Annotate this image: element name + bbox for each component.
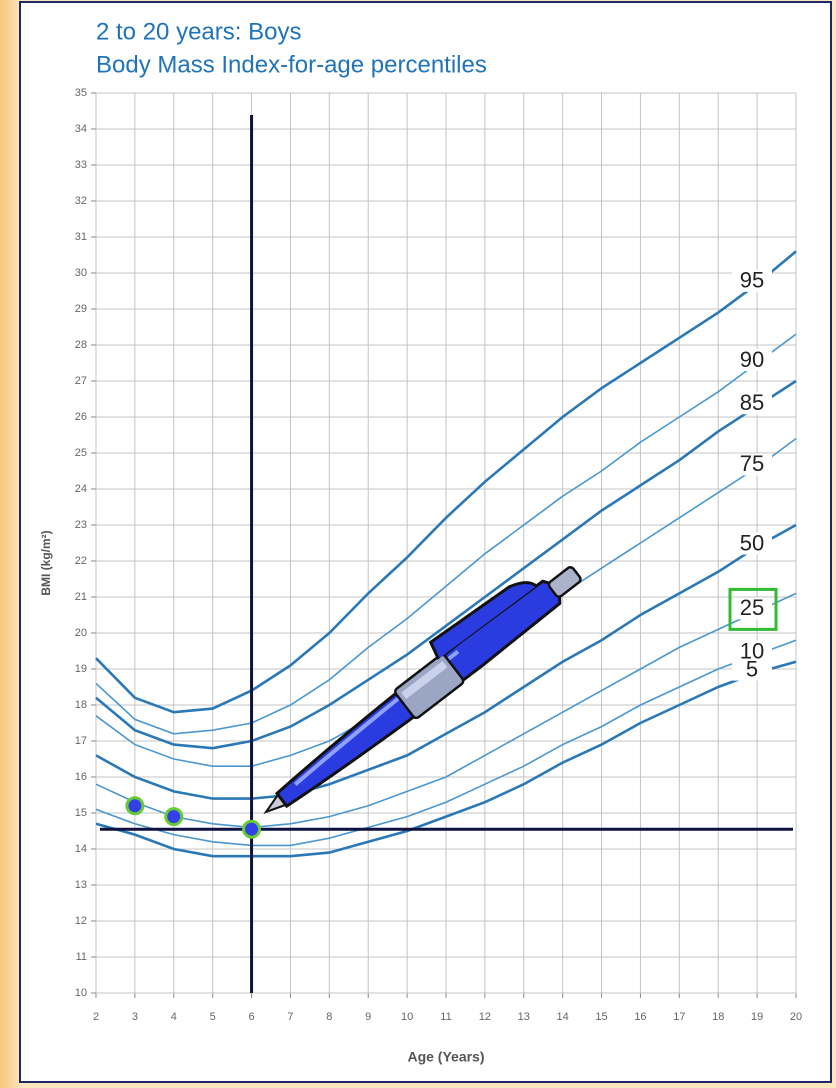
patient-point <box>125 796 145 816</box>
y-tick-label: 12 <box>75 915 87 927</box>
y-tick-label: 27 <box>75 375 87 387</box>
highlight-box <box>728 587 778 631</box>
x-tick-label: 13 <box>518 1011 530 1023</box>
x-tick-label: 17 <box>673 1011 685 1023</box>
y-tick-label: 35 <box>75 87 87 99</box>
percentile-curve <box>95 379 797 750</box>
curve-label-bg <box>732 349 772 371</box>
curve-label: 5 <box>746 656 758 681</box>
curve-label: 90 <box>740 347 764 372</box>
x-tick-label: 14 <box>557 1011 569 1023</box>
y-axis-label: BMI (kg/m²) <box>39 530 53 595</box>
y-tick-label: 11 <box>76 951 87 963</box>
y-tick-label: 16 <box>75 771 87 783</box>
curve-label-bg <box>732 269 772 292</box>
x-tick-label: 12 <box>479 1011 491 1023</box>
y-tick-label: 32 <box>75 195 87 207</box>
y-tick-label: 29 <box>75 303 87 315</box>
y-tick-label: 22 <box>75 555 87 567</box>
x-tick-label: 4 <box>171 1011 177 1023</box>
curve-label-bg <box>732 453 772 476</box>
x-tick-label: 15 <box>595 1011 607 1023</box>
curve-label: 25 <box>740 595 764 620</box>
percentile-curve <box>95 523 797 800</box>
curve-label: 95 <box>740 268 764 293</box>
curve-label: 75 <box>740 451 764 476</box>
y-tick-label: 18 <box>75 699 87 711</box>
percentile-curve <box>95 660 797 858</box>
x-tick-label: 18 <box>712 1011 724 1023</box>
y-tick-label: 34 <box>75 123 87 135</box>
percentile-curve <box>95 639 797 847</box>
x-tick-label: 8 <box>326 1011 332 1023</box>
x-tick-label: 5 <box>210 1011 216 1023</box>
x-tick-label: 3 <box>132 1011 138 1023</box>
x-axis-label: Age (Years) <box>407 1049 484 1065</box>
y-tick-label: 28 <box>75 339 87 351</box>
patient-point <box>164 807 184 827</box>
curve-label-bg <box>732 658 772 681</box>
y-tick-label: 20 <box>75 627 87 639</box>
x-tick-label: 9 <box>365 1011 371 1023</box>
x-tick-label: 11 <box>440 1011 451 1023</box>
y-tick-label: 23 <box>75 519 87 531</box>
curve-label-bg <box>732 392 772 415</box>
y-tick-label: 21 <box>75 591 87 603</box>
chart-title: 2 to 20 years: Boys <box>96 18 301 45</box>
percentile-curve <box>95 333 797 735</box>
chart-subtitle: Body Mass Index-for-age percentiles <box>96 51 487 78</box>
percentile-curve <box>95 592 797 829</box>
y-tick-label: 31 <box>75 231 87 243</box>
y-tick-label: 19 <box>75 663 87 675</box>
y-tick-label: 33 <box>75 159 87 171</box>
curve-label: 85 <box>740 390 764 415</box>
curve-label-bg <box>732 532 772 555</box>
x-tick-label: 19 <box>751 1011 763 1023</box>
y-tick-label: 24 <box>75 483 87 495</box>
y-tick-label: 26 <box>75 411 87 423</box>
y-tick-label: 15 <box>75 807 87 819</box>
x-tick-label: 7 <box>287 1011 293 1023</box>
y-tick-label: 17 <box>75 735 87 747</box>
y-tick-label: 30 <box>75 267 87 279</box>
curve-label: 50 <box>740 530 764 555</box>
percentile-curve <box>95 250 797 714</box>
x-tick-label: 16 <box>634 1011 646 1023</box>
x-tick-label: 6 <box>248 1011 254 1023</box>
y-tick-label: 14 <box>75 843 87 855</box>
x-tick-label: 20 <box>790 1011 802 1023</box>
x-tick-label: 10 <box>401 1011 413 1023</box>
pen-illustration <box>263 566 582 815</box>
x-tick-label: 2 <box>93 1011 99 1023</box>
curve-label-bg <box>732 640 772 663</box>
curve-label-bg <box>732 597 772 620</box>
y-tick-label: 10 <box>75 987 87 999</box>
panel <box>19 1 832 1083</box>
y-tick-label: 13 <box>75 879 87 891</box>
patient-point <box>242 819 262 839</box>
plot: 2 3 4 5 6 7 8 9 10 11 12 13 14 15 16 17 18 19 201011121314… <box>75 87 802 1023</box>
y-tick-label: 25 <box>75 447 87 459</box>
